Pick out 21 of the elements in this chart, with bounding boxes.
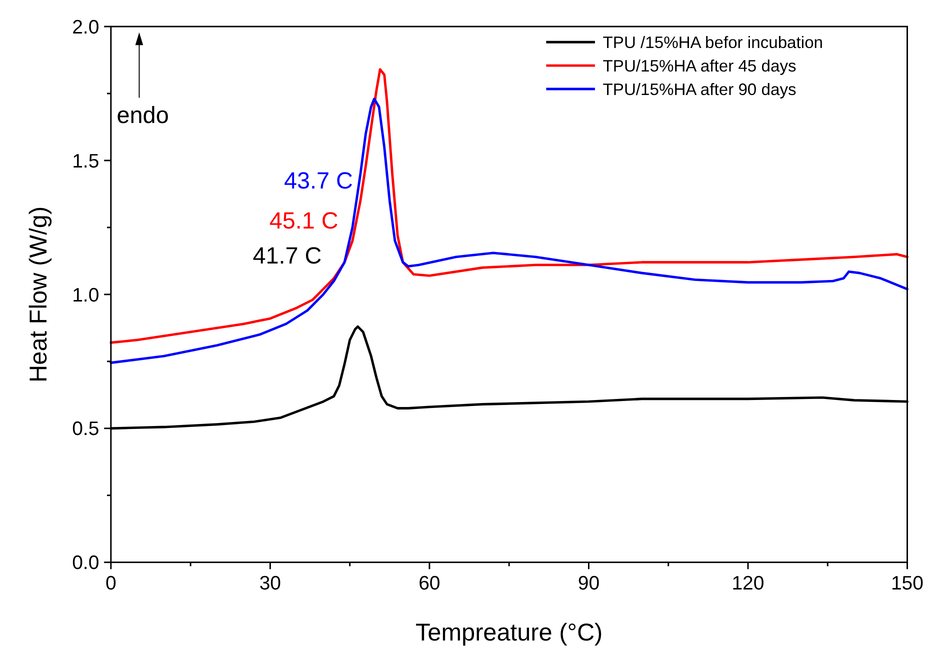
x-tick-label: 150 [890, 572, 924, 595]
line-series [110, 98, 908, 364]
x-tick-label: 120 [732, 572, 764, 595]
y-tick-label: 0.5 [72, 418, 100, 440]
annotation: 43.7 C [284, 168, 354, 194]
x-tick-label: 90 [578, 572, 600, 595]
text: 0.0 [72, 552, 100, 574]
y-axis-title: Heat Flow (W/g) [26, 206, 53, 382]
y-tick-label: 1.0 [72, 284, 100, 306]
legend-label: TPU/15%HA after 45 days [602, 56, 796, 76]
annotation: 45.1 C [269, 208, 338, 234]
x-tick-label: 30 [259, 572, 282, 595]
x-tick-label: 0 [105, 572, 116, 595]
x-axis-title: Tempreature (°C) [415, 619, 603, 646]
legend-label: TPU/15%HA after 90 days [602, 80, 796, 99]
x-tick-label: 60 [418, 572, 440, 595]
annotation: endo [116, 102, 169, 128]
y-tick-label: 1.5 [72, 150, 100, 172]
annotation: 41.7 C [252, 242, 322, 269]
legend-label: TPU /15%HA befor incubation [602, 33, 824, 52]
y-tick-label: 2.0 [72, 16, 100, 38]
